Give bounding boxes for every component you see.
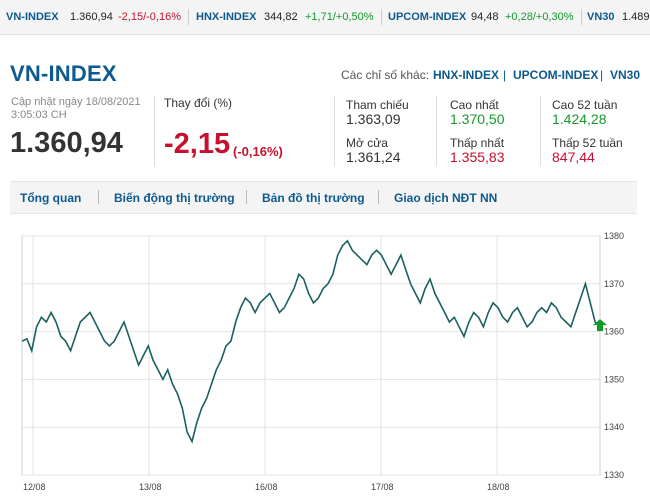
tab-market-map[interactable]: Bản đồ thị trường bbox=[262, 191, 365, 205]
other-indices-label: Các chỉ số khác: bbox=[341, 68, 430, 82]
update-time: Cập nhật ngày 18/08/2021 3:05:03 CH bbox=[11, 96, 141, 122]
link-upcom-index[interactable]: UPCOM-INDEX bbox=[513, 68, 599, 82]
divider bbox=[436, 96, 437, 166]
ticker-value-upcomindex: 94,48 bbox=[471, 11, 499, 23]
stat-high52-label: Cao 52 tuần bbox=[552, 98, 618, 112]
ticker-name-upcomindex[interactable]: UPCOM-INDEX bbox=[388, 11, 467, 23]
divider bbox=[334, 96, 335, 166]
ticker-change-upcomindex: +0,28/+0,30% bbox=[505, 11, 574, 23]
stat-open-value: 1.361,24 bbox=[346, 149, 401, 165]
ticker-value-vnindex: 1.360,94 bbox=[70, 11, 113, 23]
ticker-name-vn30[interactable]: VN30 bbox=[587, 11, 615, 23]
stat-low52-label: Thấp 52 tuần bbox=[552, 136, 623, 150]
ticker-change-hnxindex: +1,71/+0,50% bbox=[305, 11, 374, 23]
ticker-name-vnindex[interactable]: VN-INDEX bbox=[6, 11, 59, 23]
y-tick-label: 1380 bbox=[604, 231, 624, 241]
stat-high-label: Cao nhất bbox=[450, 98, 499, 112]
ticker-name-hnxindex[interactable]: HNX-INDEX bbox=[196, 11, 257, 23]
up-arrow-icon bbox=[593, 319, 607, 332]
y-tick-label: 1330 bbox=[604, 470, 624, 480]
y-tick-label: 1370 bbox=[604, 279, 624, 289]
index-line-chart[interactable]: 1330 1340 1350 1360 1370 1380 12/08 13/08 16/08… bbox=[0, 225, 650, 501]
ticker-change-vnindex: -2,15/-0,16% bbox=[118, 11, 181, 23]
link-divider: | bbox=[503, 68, 507, 82]
tab-divider bbox=[378, 190, 379, 204]
x-tick-label: 17/08 bbox=[371, 482, 394, 492]
stat-high52-value: 1.424,28 bbox=[552, 111, 607, 127]
stat-low52-value: 847,44 bbox=[552, 149, 595, 165]
section-tabs: Tổng quan Biến động thị trường Bản đồ th… bbox=[10, 181, 637, 214]
x-axis-ticks: 12/08 13/08 16/08 17/08 18/08 bbox=[23, 482, 510, 492]
change-percent: (-0,16%) bbox=[233, 144, 283, 159]
y-tick-label: 1350 bbox=[604, 374, 624, 384]
tab-divider bbox=[246, 190, 247, 204]
x-tick-label: 13/08 bbox=[139, 482, 162, 492]
link-vn30[interactable]: VN30 bbox=[610, 68, 641, 82]
stat-high-value: 1.370,50 bbox=[450, 111, 505, 127]
ticker-value-hnxindex: 344,82 bbox=[264, 11, 298, 23]
market-ticker: VN-INDEX 1.360,94 -2,15/-0,16% HNX-INDEX… bbox=[0, 0, 650, 35]
ticker-divider bbox=[381, 9, 382, 25]
change-label: Thay đổi (%) bbox=[164, 96, 233, 110]
x-tick-label: 12/08 bbox=[23, 482, 46, 492]
link-divider: | bbox=[600, 68, 604, 82]
change-value: -2,15 bbox=[164, 128, 231, 160]
y-tick-label: 1340 bbox=[604, 422, 624, 432]
divider bbox=[540, 96, 541, 166]
tab-overview[interactable]: Tổng quan bbox=[20, 191, 82, 205]
ticker-divider bbox=[581, 9, 582, 25]
stat-low-value: 1.355,83 bbox=[450, 149, 505, 165]
stat-open-label: Mở cửa bbox=[346, 136, 388, 150]
y-axis-ticks: 1330 1340 1350 1360 1370 1380 bbox=[604, 231, 624, 480]
ticker-value-vn30: 1.489 bbox=[622, 11, 650, 23]
x-tick-label: 18/08 bbox=[487, 482, 510, 492]
page-title: VN-INDEX bbox=[10, 61, 117, 86]
stat-low-label: Thấp nhất bbox=[450, 136, 505, 150]
tab-market-movement[interactable]: Biến động thị trường bbox=[114, 191, 235, 205]
stat-ref-value: 1.363,09 bbox=[346, 111, 401, 127]
ticker-divider bbox=[188, 9, 189, 25]
last-value-marker bbox=[593, 319, 607, 332]
tab-foreign-trading[interactable]: Giao dịch NĐT NN bbox=[394, 191, 498, 205]
index-value: 1.360,94 bbox=[10, 127, 123, 159]
update-date: Cập nhật ngày 18/08/2021 bbox=[11, 96, 141, 108]
stat-ref-label: Tham chiếu bbox=[346, 98, 409, 112]
y-tick-label: 1360 bbox=[604, 327, 624, 337]
x-tick-label: 16/08 bbox=[255, 482, 278, 492]
tab-divider bbox=[98, 190, 99, 204]
plot-frame bbox=[21, 235, 601, 476]
chart-grid bbox=[21, 235, 601, 476]
update-clock: 3:05:03 CH bbox=[11, 109, 67, 121]
divider bbox=[154, 96, 155, 166]
link-hnx-index[interactable]: HNX-INDEX bbox=[433, 68, 500, 82]
series-line bbox=[21, 239, 601, 444]
